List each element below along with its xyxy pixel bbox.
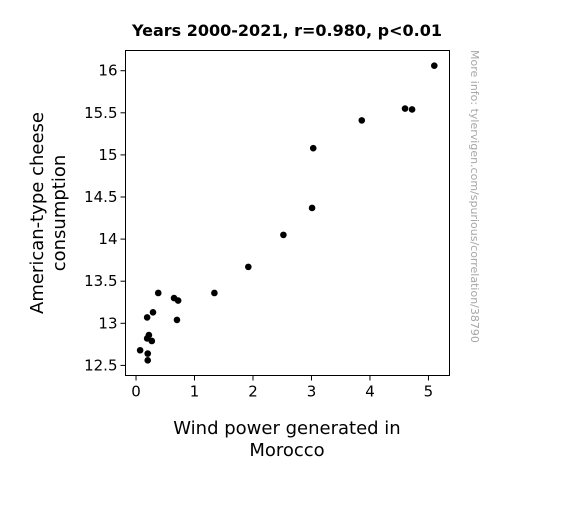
data-point bbox=[144, 350, 152, 357]
data-point bbox=[154, 289, 162, 297]
y-tick-label: 13 bbox=[98, 314, 117, 332]
data-point bbox=[308, 204, 316, 212]
x-tick-label: 5 bbox=[424, 383, 434, 401]
y-axis-label-line-2: consumption bbox=[49, 155, 70, 272]
data-point bbox=[408, 106, 416, 113]
y-tick-label: 14.5 bbox=[84, 188, 117, 206]
data-point bbox=[430, 62, 438, 69]
x-axis-label-line-1: Wind power generated in bbox=[173, 418, 400, 439]
y-tick-label: 13.5 bbox=[84, 272, 117, 290]
x-tick-label: 2 bbox=[248, 383, 258, 401]
x-tick-label: 0 bbox=[131, 383, 141, 401]
y-tick-label: 15 bbox=[98, 146, 117, 164]
data-point bbox=[401, 105, 409, 112]
x-axis-label-line-2: Morocco bbox=[249, 440, 324, 461]
data-point bbox=[280, 231, 287, 239]
data-point bbox=[148, 337, 156, 345]
x-axis: 0 1 2 3 4 5 bbox=[131, 375, 434, 401]
data-point bbox=[173, 316, 181, 324]
data-points bbox=[136, 62, 438, 364]
x-tick-label: 4 bbox=[365, 383, 375, 401]
y-tick-label: 15.5 bbox=[84, 104, 117, 122]
chart-title: Years 2000-2021, r=0.980, p<0.01 bbox=[131, 21, 442, 40]
data-point bbox=[245, 263, 252, 271]
data-point bbox=[143, 314, 151, 321]
watermark-text: More info: tylervigen.com/spurious/corre… bbox=[468, 50, 481, 343]
y-tick-label: 12.5 bbox=[84, 356, 117, 374]
data-point bbox=[145, 331, 153, 339]
y-axis-label-line-1: American-type cheese bbox=[27, 112, 48, 314]
y-tick-label: 16 bbox=[98, 62, 117, 80]
x-tick-label: 3 bbox=[307, 383, 317, 401]
data-point bbox=[174, 297, 182, 304]
data-point bbox=[211, 289, 218, 297]
data-point bbox=[136, 346, 144, 354]
y-axis: 12.5 13 13.5 14 14.5 15 15.5 16 bbox=[84, 62, 126, 374]
data-point bbox=[144, 357, 152, 364]
x-tick-label: 1 bbox=[190, 383, 200, 401]
data-point bbox=[358, 117, 366, 124]
data-point bbox=[309, 144, 317, 152]
y-tick-label: 14 bbox=[98, 230, 117, 248]
data-point bbox=[149, 309, 157, 316]
plot-area-frame bbox=[125, 50, 450, 376]
